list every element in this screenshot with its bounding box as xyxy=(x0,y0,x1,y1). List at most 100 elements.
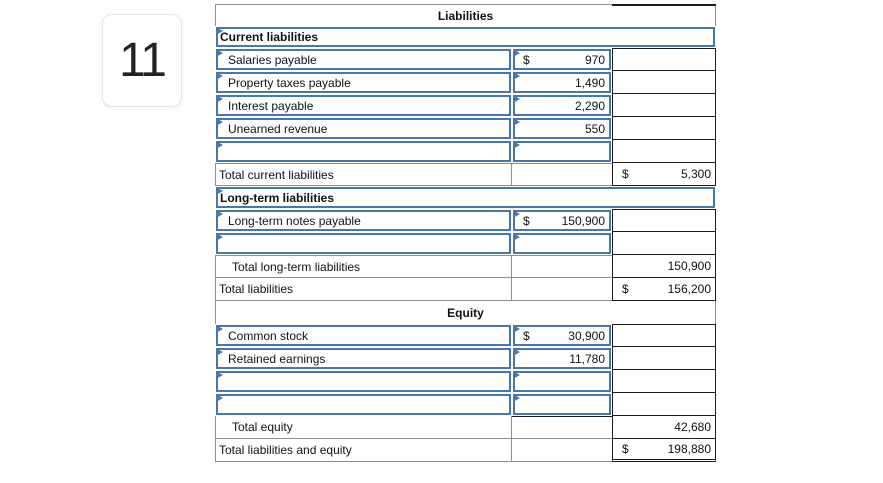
section-header-input-cell[interactable]: Current liabilities xyxy=(216,27,715,47)
cell-flag-icon xyxy=(513,49,520,57)
table-row: Equity xyxy=(215,301,716,324)
section-header-label: Current liabilities xyxy=(220,30,319,44)
cell-flag-icon xyxy=(513,394,520,402)
empty-total-cell xyxy=(612,393,716,416)
table-row: Total liabilities $156,200 xyxy=(215,278,716,301)
amount-value: 11,780 xyxy=(569,351,605,366)
cell-flag-icon xyxy=(513,72,520,80)
amount-input-cell[interactable]: $150,900 xyxy=(513,210,611,231)
cell-flag-icon xyxy=(216,49,223,57)
amount-input-cell[interactable]: $30,900 xyxy=(513,325,611,346)
table-row: Long-term liabilities xyxy=(215,186,716,209)
cell-flag-icon xyxy=(216,187,223,195)
section-header-label: Long-term liabilities xyxy=(220,190,335,205)
cell-flag-icon xyxy=(216,371,223,379)
empty-total-cell xyxy=(612,140,716,163)
total-amount: 42,680 xyxy=(674,420,711,434)
total-label: Total liabilities and equity xyxy=(215,439,512,462)
amount-value: 970 xyxy=(584,52,605,67)
cell-flag-icon xyxy=(513,141,520,149)
subtotal-label: Total equity xyxy=(215,416,512,439)
amount-input-cell[interactable] xyxy=(513,394,611,415)
cell-flag-icon xyxy=(216,141,223,149)
label-input-cell[interactable] xyxy=(216,233,511,254)
empty-cell xyxy=(512,416,612,439)
total-label: Total current liabilities xyxy=(215,163,512,186)
label-input-cell[interactable]: Retained earnings xyxy=(216,348,511,369)
label-input-cell[interactable]: Common stock xyxy=(216,325,511,346)
empty-cell xyxy=(512,278,612,301)
label-input-cell[interactable]: Long-term notes payable xyxy=(216,210,511,231)
empty-cell xyxy=(512,255,612,278)
empty-total-cell xyxy=(612,71,716,94)
amount-value: 550 xyxy=(584,121,605,136)
grand-total-amount-cell: $198,880 xyxy=(612,439,716,462)
cell-flag-icon xyxy=(216,325,223,333)
cell-flag-icon xyxy=(216,233,223,241)
label-input-cell[interactable]: Unearned revenue xyxy=(216,118,511,139)
amount-value: 2,290 xyxy=(574,98,605,113)
dollar-sign: $ xyxy=(622,282,629,296)
cell-flag-icon xyxy=(216,118,223,126)
table-row: Total equity 42,680 xyxy=(215,416,716,439)
cell-flag-icon xyxy=(513,348,520,356)
account-label: Retained earnings xyxy=(228,351,326,366)
account-label: Salaries payable xyxy=(228,52,317,67)
account-label: Unearned revenue xyxy=(228,121,328,136)
amount-input-cell[interactable]: 550 xyxy=(513,118,611,139)
cell-flag-icon xyxy=(513,210,520,218)
table-row xyxy=(215,140,716,163)
total-amount-cell: $5,300 xyxy=(612,163,716,186)
amount-value: 1,490 xyxy=(574,75,605,90)
statement-title: Liabilities xyxy=(215,4,716,26)
balance-sheet-table: Liabilities Current liabilities Salaries… xyxy=(215,4,716,462)
question-number: 11 xyxy=(119,34,167,87)
section-header-input-cell[interactable]: Long-term liabilities xyxy=(216,187,715,208)
amount-input-cell[interactable]: $970 xyxy=(513,49,611,70)
equity-section-title: Equity xyxy=(215,301,716,324)
cell-flag-icon xyxy=(216,72,223,80)
empty-total-cell xyxy=(612,324,716,347)
total-label: Total liabilities xyxy=(215,278,512,301)
table-row: Unearned revenue 550 xyxy=(215,117,716,140)
cell-flag-icon xyxy=(216,95,223,103)
cell-flag-icon xyxy=(216,394,223,402)
account-label: Common stock xyxy=(228,328,309,343)
table-row: Common stock $30,900 xyxy=(215,324,716,347)
amount-input-cell[interactable]: 1,490 xyxy=(513,72,611,93)
amount-value: 150,900 xyxy=(561,213,605,228)
table-row: Total liabilities and equity $198,880 xyxy=(215,439,716,462)
account-label: Property taxes payable xyxy=(228,75,351,90)
dollar-sign: $ xyxy=(523,213,530,228)
table-row: Liabilities xyxy=(215,4,716,26)
label-input-cell[interactable] xyxy=(216,394,511,415)
table-row: Total long-term liabilities 150,900 xyxy=(215,255,716,278)
empty-total-cell xyxy=(612,94,716,117)
cell-flag-icon xyxy=(513,325,520,333)
label-input-cell[interactable] xyxy=(216,141,511,162)
cell-flag-icon xyxy=(216,348,223,356)
amount-input-cell[interactable] xyxy=(513,233,611,254)
table-row xyxy=(215,393,716,416)
dollar-sign: $ xyxy=(523,52,530,67)
label-input-cell[interactable] xyxy=(216,371,511,392)
label-input-cell[interactable]: Interest payable xyxy=(216,95,511,116)
amount-input-cell[interactable]: 2,290 xyxy=(513,95,611,116)
amount-input-cell[interactable] xyxy=(513,141,611,162)
cell-flag-icon xyxy=(216,27,223,35)
total-amount-cell: 42,680 xyxy=(612,416,716,439)
cell-flag-icon xyxy=(216,210,223,218)
cell-flag-icon xyxy=(513,233,520,241)
account-label: Long-term notes payable xyxy=(228,213,361,228)
amount-input-cell[interactable]: 11,780 xyxy=(513,348,611,369)
label-input-cell[interactable]: Salaries payable xyxy=(216,49,511,70)
cell-flag-icon xyxy=(513,118,520,126)
amount-input-cell[interactable] xyxy=(513,371,611,392)
table-row: Retained earnings 11,780 xyxy=(215,347,716,370)
label-input-cell[interactable]: Property taxes payable xyxy=(216,72,511,93)
empty-total-cell xyxy=(612,370,716,393)
empty-cell xyxy=(512,439,612,462)
amount-value: 30,900 xyxy=(568,328,605,343)
total-column-top-border xyxy=(612,4,716,6)
total-amount: 198,880 xyxy=(667,442,711,456)
